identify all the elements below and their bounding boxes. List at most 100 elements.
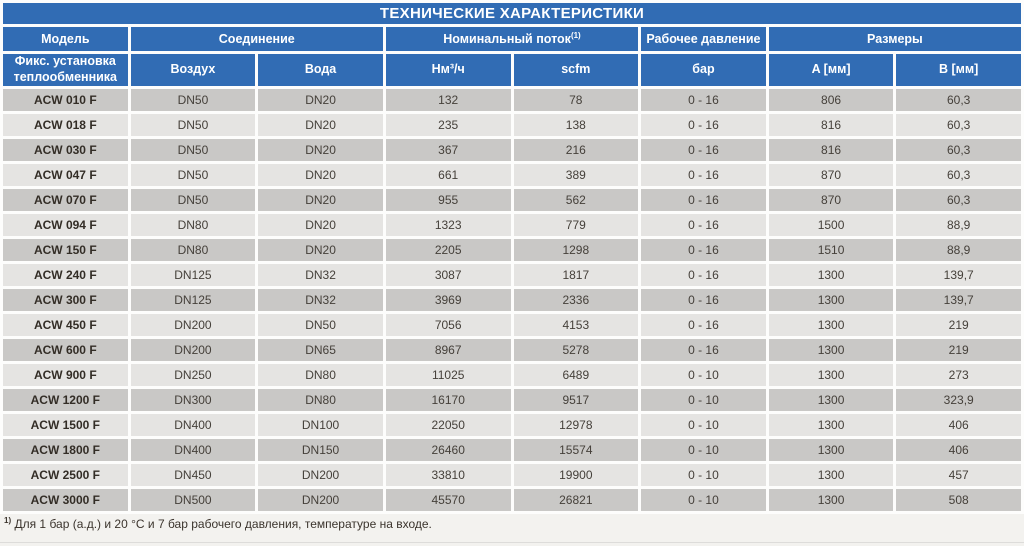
- cell-pressure-bar: 0 - 16: [641, 164, 766, 186]
- cell-model: ACW 1500 F: [3, 414, 128, 436]
- table-row: ACW 900 F DN250 DN80 11025 6489 0 - 10 1300 273: [3, 364, 1021, 386]
- cell-model: ACW 047 F: [3, 164, 128, 186]
- cell-a-mm: 1510: [768, 239, 894, 261]
- cell-air: DN125: [130, 264, 256, 286]
- cell-b-mm: 406: [896, 439, 1021, 461]
- cell-pressure-bar: 0 - 16: [641, 339, 766, 361]
- cell-model: ACW 300 F: [3, 289, 128, 311]
- cell-nm3-h: 26460: [385, 439, 511, 461]
- cell-model: ACW 010 F: [3, 89, 128, 111]
- cell-pressure-bar: 0 - 10: [641, 489, 766, 511]
- cell-a-mm: 870: [768, 189, 894, 211]
- cell-water: DN200: [258, 489, 383, 511]
- cell-nm3-h: 235: [385, 114, 511, 136]
- cell-water: DN150: [258, 439, 383, 461]
- cell-b-mm: 60,3: [896, 89, 1021, 111]
- cell-b-mm: 60,3: [896, 114, 1021, 136]
- col-header-bar: бар: [641, 54, 766, 86]
- cell-air: DN125: [130, 289, 256, 311]
- cell-a-mm: 1300: [768, 314, 894, 336]
- cell-air: DN200: [130, 339, 256, 361]
- cell-pressure-bar: 0 - 10: [641, 389, 766, 411]
- cell-air: DN400: [130, 414, 256, 436]
- cell-scfm: 2336: [513, 289, 639, 311]
- col-group-connection: Соединение: [130, 27, 383, 51]
- cell-air: DN500: [130, 489, 256, 511]
- col-header-water: Вода: [258, 54, 383, 86]
- cell-a-mm: 1300: [768, 439, 894, 461]
- cell-pressure-bar: 0 - 10: [641, 439, 766, 461]
- cell-air: DN400: [130, 439, 256, 461]
- cell-pressure-bar: 0 - 16: [641, 114, 766, 136]
- cell-b-mm: 88,9: [896, 214, 1021, 236]
- cell-scfm: 1817: [513, 264, 639, 286]
- footnote-text: Для 1 бар (а.д.) и 20 °C и 7 бар рабочег…: [14, 517, 432, 531]
- cell-pressure-bar: 0 - 10: [641, 364, 766, 386]
- cell-model: ACW 094 F: [3, 214, 128, 236]
- cell-air: DN50: [130, 89, 256, 111]
- cell-b-mm: 219: [896, 339, 1021, 361]
- footnote-marker: 1): [4, 516, 12, 525]
- cell-model: ACW 1800 F: [3, 439, 128, 461]
- cell-model: ACW 070 F: [3, 189, 128, 211]
- cell-nm3-h: 2205: [385, 239, 511, 261]
- cell-nm3-h: 22050: [385, 414, 511, 436]
- cell-air: DN50: [130, 189, 256, 211]
- cell-air: DN300: [130, 389, 256, 411]
- cell-scfm: 216: [513, 139, 639, 161]
- col-header-b-mm: B [мм]: [896, 54, 1021, 86]
- cell-air: DN50: [130, 114, 256, 136]
- cell-a-mm: 1500: [768, 214, 894, 236]
- table-row: ACW 010 F DN50 DN20 132 78 0 - 16 806 60,3: [3, 89, 1021, 111]
- col-group-nominal-flow: Номинальный поток(1): [385, 27, 639, 51]
- cell-a-mm: 1300: [768, 489, 894, 511]
- cell-a-mm: 816: [768, 114, 894, 136]
- title-row: ТЕХНИЧЕСКИЕ ХАРАКТЕРИСТИКИ: [3, 3, 1021, 24]
- cell-b-mm: 406: [896, 414, 1021, 436]
- cell-a-mm: 1300: [768, 364, 894, 386]
- table-row: ACW 018 F DN50 DN20 235 138 0 - 16 816 60,3: [3, 114, 1021, 136]
- cell-air: DN200: [130, 314, 256, 336]
- cell-b-mm: 508: [896, 489, 1021, 511]
- cell-a-mm: 1300: [768, 289, 894, 311]
- cell-model: ACW 240 F: [3, 264, 128, 286]
- table-row: ACW 047 F DN50 DN20 661 389 0 - 16 870 60,3: [3, 164, 1021, 186]
- cell-nm3-h: 3969: [385, 289, 511, 311]
- cell-b-mm: 323,9: [896, 389, 1021, 411]
- cell-scfm: 78: [513, 89, 639, 111]
- cell-nm3-h: 3087: [385, 264, 511, 286]
- col-group-nominal-flow-label: Номинальный поток: [443, 32, 571, 46]
- col-header-a-mm: A [мм]: [768, 54, 894, 86]
- cell-b-mm: 219: [896, 314, 1021, 336]
- table-row: ACW 240 F DN125 DN32 3087 1817 0 - 16 1300 139,…: [3, 264, 1021, 286]
- cell-water: DN20: [258, 164, 383, 186]
- table-row: ACW 1200 F DN300 DN80 16170 9517 0 - 10 1300 32…: [3, 389, 1021, 411]
- cell-model: ACW 600 F: [3, 339, 128, 361]
- cell-a-mm: 1300: [768, 339, 894, 361]
- table-row: ACW 600 F DN200 DN65 8967 5278 0 - 16 1300 219: [3, 339, 1021, 361]
- cell-nm3-h: 33810: [385, 464, 511, 486]
- cell-nm3-h: 7056: [385, 314, 511, 336]
- header-group-row: Модель Соединение Номинальный поток(1) Р…: [3, 27, 1021, 51]
- cell-pressure-bar: 0 - 10: [641, 464, 766, 486]
- cell-b-mm: 457: [896, 464, 1021, 486]
- col-header-air: Воздух: [130, 54, 256, 86]
- table-row: ACW 070 F DN50 DN20 955 562 0 - 16 870 60,3: [3, 189, 1021, 211]
- cell-scfm: 5278: [513, 339, 639, 361]
- table-row: ACW 1500 F DN400 DN100 22050 12978 0 - 10 1300…: [3, 414, 1021, 436]
- cell-b-mm: 88,9: [896, 239, 1021, 261]
- cell-a-mm: 870: [768, 164, 894, 186]
- cell-water: DN32: [258, 264, 383, 286]
- cell-b-mm: 60,3: [896, 164, 1021, 186]
- cell-nm3-h: 8967: [385, 339, 511, 361]
- cell-air: DN50: [130, 139, 256, 161]
- cell-b-mm: 273: [896, 364, 1021, 386]
- table-row: ACW 2500 F DN450 DN200 33810 19900 0 - 10 1300…: [3, 464, 1021, 486]
- table-body: ACW 010 F DN50 DN20 132 78 0 - 16 806 60,3 ACW 0…: [3, 89, 1021, 511]
- cell-nm3-h: 1323: [385, 214, 511, 236]
- cell-pressure-bar: 0 - 16: [641, 189, 766, 211]
- table-row: ACW 1800 F DN400 DN150 26460 15574 0 - 10 1300…: [3, 439, 1021, 461]
- cell-scfm: 562: [513, 189, 639, 211]
- cell-a-mm: 1300: [768, 264, 894, 286]
